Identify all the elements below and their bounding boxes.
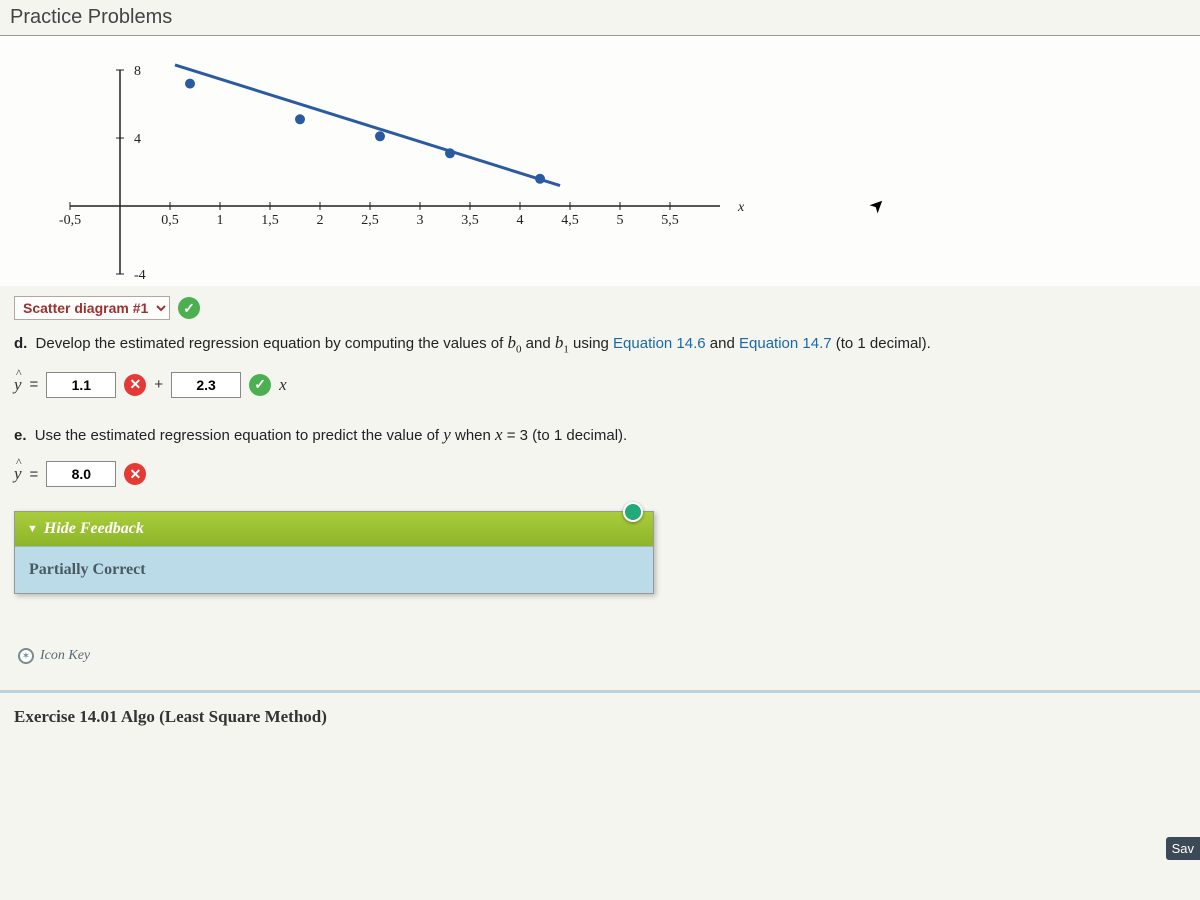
feedback-panel: ▼ Hide Feedback Partially Correct bbox=[14, 511, 654, 594]
svg-text:x: x bbox=[737, 200, 745, 215]
svg-text:4: 4 bbox=[134, 132, 141, 147]
question-d: d. Develop the estimated regression equa… bbox=[14, 330, 1186, 358]
x-icon: ✕ bbox=[124, 463, 146, 485]
answer-e-row: y = ✕ bbox=[14, 461, 1186, 487]
svg-text:5: 5 bbox=[617, 213, 624, 228]
plus-sign: + bbox=[154, 376, 163, 393]
feedback-badge-icon bbox=[623, 502, 643, 522]
svg-text:4: 4 bbox=[517, 213, 524, 228]
equation-14-6-link[interactable]: Equation 14.6 bbox=[613, 335, 706, 352]
svg-text:8: 8 bbox=[134, 64, 141, 79]
svg-text:3,5: 3,5 bbox=[461, 213, 479, 228]
b1-var: b1 bbox=[555, 333, 569, 352]
scatter-diagram-select[interactable]: Scatter diagram #1Scatter diagram #2Scat… bbox=[14, 296, 170, 320]
svg-text:2: 2 bbox=[317, 213, 324, 228]
x-var: x bbox=[279, 375, 287, 395]
yhat-label-d: y bbox=[14, 375, 22, 395]
question-d-part: d. bbox=[14, 335, 27, 352]
icon-key-toggle[interactable]: ✶ Icon Key bbox=[14, 618, 1186, 674]
feedback-header-label: Hide Feedback bbox=[44, 520, 144, 538]
hide-feedback-toggle[interactable]: ▼ Hide Feedback bbox=[15, 512, 653, 546]
x-var-e: x bbox=[495, 425, 503, 444]
icon-key-label: Icon Key bbox=[40, 648, 90, 664]
exercise-title: Exercise 14.01 Algo (Least Square Method… bbox=[14, 707, 327, 727]
check-icon: ✓ bbox=[178, 297, 200, 319]
bottom-bar: Exercise 14.01 Algo (Least Square Method… bbox=[0, 690, 1200, 747]
scatter-chart: -0,5 0,5 1 1,5 2 2,5 3 3,5 4 4,5 5 5,5 x -4 4 8 bbox=[10, 46, 830, 286]
svg-text:-4: -4 bbox=[134, 268, 146, 283]
scatter-chart-area: -0,5 0,5 1 1,5 2 2,5 3 3,5 4 4,5 5 5,5 x -4 4 8 bbox=[0, 36, 1200, 286]
save-button[interactable]: Sav bbox=[1166, 837, 1200, 860]
key-icon: ✶ bbox=[18, 648, 34, 664]
page-header: Practice Problems bbox=[0, 0, 1200, 36]
svg-text:1: 1 bbox=[217, 213, 224, 228]
answer-e-input[interactable] bbox=[46, 461, 116, 487]
answer-d-row: y = ✕ + ✓ x bbox=[14, 372, 1186, 398]
answer-d-b0-input[interactable] bbox=[46, 372, 116, 398]
scatter-dropdown-row: Scatter diagram #1Scatter diagram #2Scat… bbox=[14, 296, 1186, 320]
page-title: Practice Problems bbox=[10, 6, 172, 28]
answer-d-b1-input[interactable] bbox=[171, 372, 241, 398]
question-e-part: e. bbox=[14, 427, 27, 444]
x-icon: ✕ bbox=[124, 374, 146, 396]
chevron-down-icon: ▼ bbox=[27, 523, 38, 535]
svg-text:3: 3 bbox=[417, 213, 424, 228]
b0-var: b0 bbox=[507, 333, 521, 352]
svg-text:-0,5: -0,5 bbox=[59, 213, 81, 228]
equation-14-7-link[interactable]: Equation 14.7 bbox=[739, 335, 832, 352]
y-var: y bbox=[443, 425, 451, 444]
svg-text:5,5: 5,5 bbox=[661, 213, 679, 228]
feedback-body: Partially Correct bbox=[15, 546, 653, 593]
svg-text:4,5: 4,5 bbox=[561, 213, 579, 228]
check-icon: ✓ bbox=[249, 374, 271, 396]
yhat-label-e: y bbox=[14, 464, 22, 484]
question-e: e. Use the estimated regression equation… bbox=[14, 422, 1186, 448]
svg-text:2,5: 2,5 bbox=[361, 213, 379, 228]
svg-text:1,5: 1,5 bbox=[261, 213, 279, 228]
svg-text:0,5: 0,5 bbox=[161, 213, 179, 228]
question-d-text1: Develop the estimated regression equatio… bbox=[36, 335, 508, 352]
